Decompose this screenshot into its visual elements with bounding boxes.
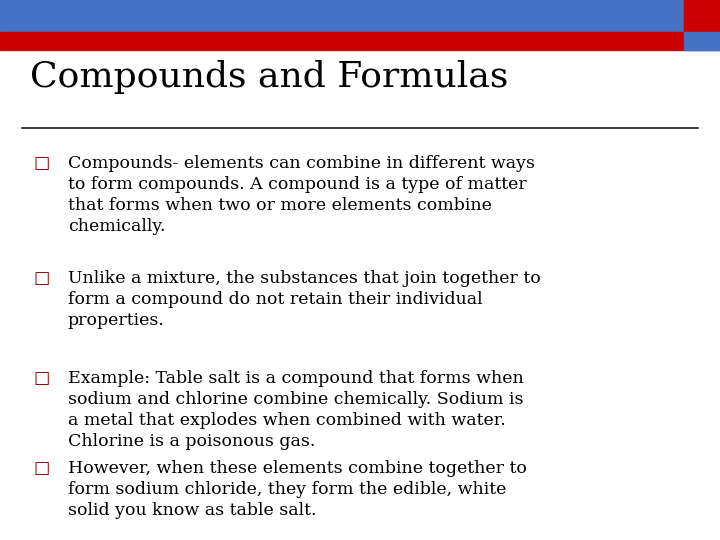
Text: However, when these elements combine together to
form sodium chloride, they form: However, when these elements combine tog…: [68, 460, 527, 519]
Text: □: □: [34, 155, 50, 172]
Bar: [684, 32, 720, 50]
Text: Compounds- elements can combine in different ways
to form compounds. A compound : Compounds- elements can combine in diffe…: [68, 155, 535, 235]
Text: Unlike a mixture, the substances that join together to
form a compound do not re: Unlike a mixture, the substances that jo…: [68, 270, 541, 329]
Text: Example: Table salt is a compound that forms when
sodium and chlorine combine ch: Example: Table salt is a compound that f…: [68, 370, 523, 450]
Text: □: □: [34, 370, 50, 387]
Text: □: □: [34, 270, 50, 287]
Text: Compounds and Formulas: Compounds and Formulas: [30, 60, 508, 94]
Bar: [0, 32, 720, 50]
Bar: [0, 0, 720, 32]
Text: □: □: [34, 460, 50, 477]
Bar: [684, 0, 720, 32]
